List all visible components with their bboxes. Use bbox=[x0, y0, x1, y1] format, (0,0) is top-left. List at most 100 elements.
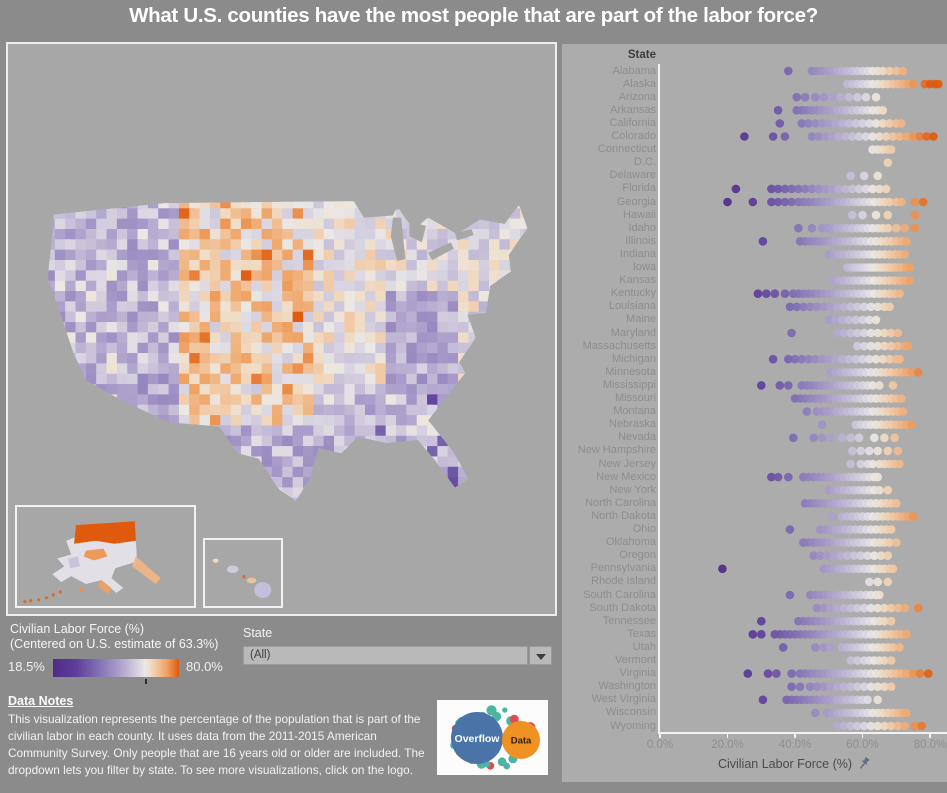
state-label[interactable]: Mississippi bbox=[602, 378, 656, 391]
state-label[interactable]: Nebraska bbox=[608, 418, 656, 431]
state-label[interactable]: Maine bbox=[626, 313, 656, 326]
state-dot-row[interactable] bbox=[812, 603, 923, 613]
state-dot-row[interactable] bbox=[731, 184, 891, 194]
state-label[interactable]: Georgia bbox=[616, 195, 656, 208]
overflow-data-logo[interactable]: Overflow Data bbox=[437, 700, 548, 775]
state-dot-row[interactable] bbox=[817, 420, 916, 430]
state-label[interactable]: Utah bbox=[632, 640, 656, 653]
state-label[interactable]: New Mexico bbox=[596, 470, 656, 483]
state-dot-row[interactable] bbox=[778, 643, 904, 652]
state-dot-row[interactable] bbox=[789, 433, 899, 443]
state-dot-row[interactable] bbox=[846, 656, 896, 665]
state-label[interactable]: Arkansas bbox=[610, 103, 656, 116]
state-label[interactable]: Oregon bbox=[619, 549, 656, 562]
state-dot-row[interactable] bbox=[811, 708, 911, 718]
state-label[interactable]: Oklahoma bbox=[605, 536, 656, 549]
state-dot-row[interactable] bbox=[758, 237, 911, 246]
state-dot-row[interactable] bbox=[785, 302, 894, 312]
state-label[interactable]: Virginia bbox=[619, 667, 657, 680]
state-dot-row[interactable] bbox=[784, 66, 908, 76]
state-label[interactable]: Rhode Island bbox=[591, 575, 656, 588]
pin-icon[interactable] bbox=[859, 756, 872, 774]
state-dot-row[interactable] bbox=[843, 263, 915, 272]
state-dot-row[interactable] bbox=[824, 485, 893, 495]
state-label[interactable]: Vermont bbox=[615, 654, 656, 666]
state-label[interactable]: New Hampshire bbox=[577, 444, 656, 457]
state-label[interactable]: Montana bbox=[613, 405, 656, 418]
state-dot-row[interactable] bbox=[829, 276, 915, 285]
state-label[interactable]: Pennsylvania bbox=[590, 562, 656, 575]
state-dot-row[interactable] bbox=[767, 472, 882, 482]
state-label[interactable]: Idaho bbox=[628, 221, 656, 234]
state-dot-row[interactable] bbox=[773, 106, 888, 115]
state-label[interactable]: Michigan bbox=[611, 352, 656, 365]
us-county-choropleth-map[interactable] bbox=[36, 199, 541, 504]
alaska-inset[interactable] bbox=[15, 505, 196, 608]
state-label[interactable]: Alabama bbox=[612, 64, 656, 77]
state-dot-row[interactable] bbox=[785, 590, 884, 600]
state-dot-row[interactable] bbox=[787, 328, 903, 338]
state-dot-row[interactable] bbox=[792, 92, 881, 102]
state-label[interactable]: North Dakota bbox=[591, 509, 656, 522]
state-dot-row[interactable] bbox=[785, 525, 896, 534]
state-label[interactable]: Missouri bbox=[615, 392, 656, 404]
state-label[interactable]: California bbox=[609, 116, 656, 129]
state-dot-row[interactable] bbox=[853, 341, 913, 351]
state-label[interactable]: Washington bbox=[598, 680, 656, 693]
state-label[interactable]: Florida bbox=[622, 182, 656, 195]
state-label[interactable]: New Jersey bbox=[598, 457, 656, 470]
state-label[interactable]: Louisiana bbox=[608, 300, 656, 313]
state-dot-row[interactable] bbox=[787, 682, 896, 691]
state-dot-row[interactable] bbox=[748, 630, 911, 639]
state-label[interactable]: Wyoming bbox=[610, 719, 656, 732]
state-label[interactable]: Hawaii bbox=[622, 208, 656, 221]
state-dot-row[interactable] bbox=[743, 669, 933, 678]
state-dot-row[interactable] bbox=[824, 250, 910, 259]
state-label[interactable]: Colorado bbox=[611, 130, 656, 142]
state-label[interactable]: Delaware bbox=[609, 169, 656, 182]
state-filter-dropdown-button[interactable] bbox=[529, 646, 552, 665]
state-label[interactable]: Nevada bbox=[618, 431, 656, 444]
state-dot-row[interactable] bbox=[827, 512, 918, 521]
state-dot-row[interactable] bbox=[883, 158, 893, 167]
state-label[interactable]: West Virginia bbox=[591, 693, 656, 706]
state-label[interactable]: Tennessee bbox=[602, 614, 656, 627]
state-dot-row[interactable] bbox=[758, 695, 882, 705]
state-dot-row[interactable] bbox=[790, 394, 906, 403]
state-dot-row[interactable] bbox=[723, 197, 928, 207]
state-dot-row[interactable] bbox=[794, 223, 920, 233]
state-dot-row[interactable] bbox=[865, 577, 893, 587]
state-dot-row[interactable] bbox=[832, 721, 926, 731]
hawaii-inset[interactable] bbox=[203, 538, 283, 608]
state-label[interactable]: Indiana bbox=[619, 247, 656, 260]
state-dot-row[interactable] bbox=[848, 446, 903, 456]
county-dots-plot[interactable] bbox=[658, 58, 947, 738]
state-label[interactable]: Iowa bbox=[632, 261, 656, 273]
state-label[interactable]: South Carolina bbox=[583, 588, 656, 601]
state-label[interactable]: South Dakota bbox=[589, 601, 656, 614]
state-label[interactable]: Maryland bbox=[610, 326, 656, 339]
state-label[interactable]: D.C. bbox=[634, 156, 656, 169]
state-label[interactable]: Connecticut bbox=[597, 143, 656, 156]
state-dot-row[interactable] bbox=[848, 210, 920, 220]
state-dot-row[interactable] bbox=[846, 459, 904, 469]
state-label[interactable]: Arizona bbox=[618, 90, 656, 103]
state-dot-row[interactable] bbox=[757, 616, 896, 626]
state-label[interactable]: North Carolina bbox=[585, 496, 656, 509]
state-dot-row[interactable] bbox=[868, 145, 896, 154]
state-dot-row[interactable] bbox=[799, 538, 901, 547]
state-label[interactable]: Kentucky bbox=[610, 287, 656, 300]
state-dot-row[interactable] bbox=[802, 407, 908, 416]
state-dot-row[interactable] bbox=[753, 289, 904, 298]
state-label[interactable]: Minnesota bbox=[605, 365, 656, 378]
state-dot-row[interactable] bbox=[846, 171, 882, 181]
state-dot-row[interactable] bbox=[757, 381, 898, 390]
state-dot-row[interactable] bbox=[824, 315, 881, 325]
state-filter-dropdown[interactable]: (All) bbox=[243, 646, 528, 665]
state-dot-row[interactable] bbox=[826, 368, 923, 377]
state-dot-row[interactable] bbox=[775, 119, 906, 128]
state-label[interactable]: Massachusetts bbox=[582, 339, 656, 352]
state-label[interactable]: Kansas bbox=[619, 274, 656, 287]
state-dot-row[interactable] bbox=[768, 354, 904, 364]
state-dot-row[interactable] bbox=[740, 132, 938, 141]
